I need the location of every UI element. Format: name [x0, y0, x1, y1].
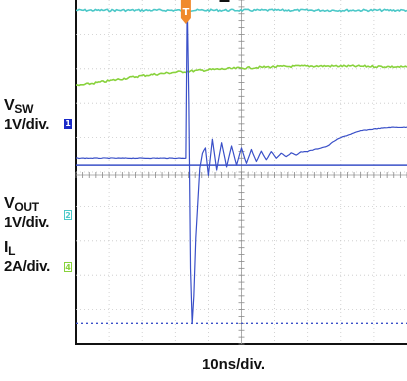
channel-1-scale: 1V/div. [4, 116, 50, 133]
graticule [75, 0, 407, 345]
reference-lines [76, 164, 407, 325]
time-scale-label: 10ns/div. [201, 356, 266, 373]
channel-1-marker: 1 [64, 119, 72, 129]
traces [75, 0, 407, 325]
trace-ch2 [75, 64, 407, 87]
channel-4-scale: 2A/div. [4, 258, 50, 275]
trigger-marker-label: T [182, 7, 189, 18]
trace-ch4 [75, 8, 407, 13]
trace-ch1 [75, 0, 407, 325]
channel-2-scale: 1V/div. [4, 214, 50, 231]
channel-4-name: I [4, 239, 9, 256]
trigger-marker [180, 0, 191, 24]
channel-4-marker: 4 [64, 262, 72, 272]
channel-2-label: VOUT 1V/div. [4, 196, 49, 231]
channel-4-sub: L [8, 244, 16, 258]
channel-2-sub: OUT [14, 200, 39, 214]
channel-2-marker: 2 [64, 210, 72, 220]
channel-4-label: IL 2A/div. [4, 240, 50, 275]
channel-1-label: VSW 1V/div. [4, 98, 49, 133]
channel-2-name: V [4, 195, 15, 212]
channel-1-name: V [4, 97, 15, 114]
markers: T [180, 0, 230, 24]
channel-1-sub: SW [14, 102, 34, 116]
